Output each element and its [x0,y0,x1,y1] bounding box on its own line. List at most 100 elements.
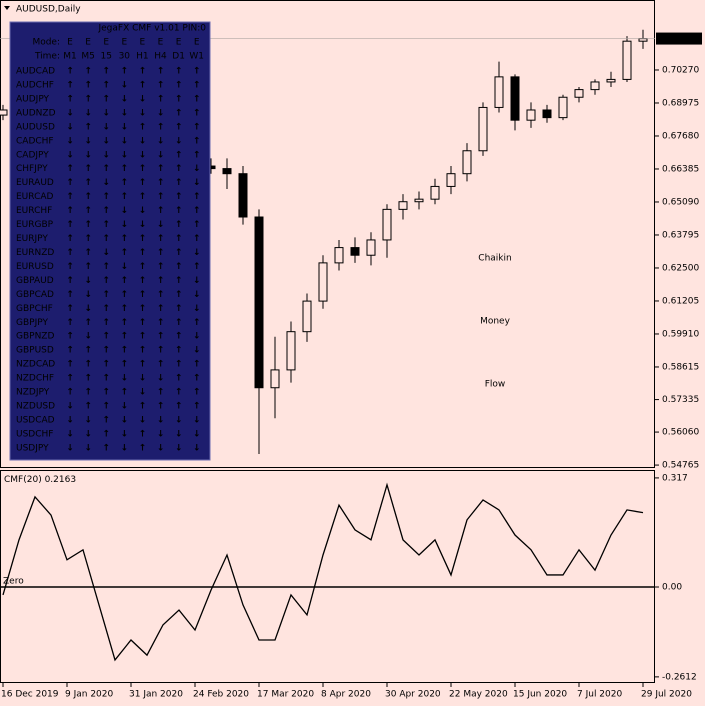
signal-arrow: ↑ [139,304,147,314]
signal-arrow: ↓ [84,332,92,342]
signal-arrow: ↑ [139,262,147,272]
signal-arrow: ↑ [139,318,147,328]
x-tick-label: 24 Feb 2020 [193,690,249,700]
y-tick-label: 0.67680 [662,131,699,141]
candle-body [526,109,536,121]
last-price-box [656,32,702,45]
symbol: CADJPY [16,150,49,160]
signal-arrow: ↓ [84,108,92,118]
symbol: USDCAD [16,416,55,426]
mode-value: E [194,38,200,48]
signal-arrow: ↑ [157,206,165,216]
signal-arrow: ↑ [175,332,183,342]
signal-arrow: ↑ [193,220,201,230]
chart-title: AUDUSD,Daily [16,5,81,15]
signal-arrow: ↑ [139,429,147,439]
signal-arrow: ↓ [121,443,129,453]
signal-arrow: ↑ [157,360,165,370]
timeframe: M5 [81,52,95,62]
candle-body [254,216,264,389]
signal-arrow: ↑ [157,332,165,342]
signal-arrow: ↑ [121,388,129,398]
signal-arrow: ↓ [121,374,129,384]
signal-arrow: ↑ [139,80,147,90]
signal-arrow: ↑ [139,164,147,174]
main-pane-frame [0,0,655,468]
signal-arrow: ↓ [139,374,147,384]
signal-arrow: ↑ [175,318,183,328]
signal-arrow: ↑ [84,206,92,216]
signal-arrow: ↑ [175,304,183,314]
signal-arrow: ↑ [157,388,165,398]
signal-arrow: ↑ [84,234,92,244]
signal-arrow: ↑ [102,220,110,230]
signal-arrow: ↑ [102,429,110,439]
signal-arrow: ↑ [84,192,92,202]
signal-arrow: ↑ [66,206,74,216]
signal-arrow: ↓ [84,429,92,439]
timeframe: H4 [154,52,167,62]
signal-arrow: ↓ [121,416,129,426]
symbol: NZDCHF [16,374,54,384]
dashboard-panel [9,21,211,461]
signal-arrow: ↑ [84,360,92,370]
signal-arrow: ↓ [157,150,165,160]
signal-arrow: ↑ [66,290,74,300]
signal-arrow: ↑ [139,290,147,300]
signal-arrow: ↑ [175,164,183,174]
signal-arrow: ↑ [84,374,92,384]
candle-body [302,300,312,333]
mode-value: E [176,38,182,48]
mode-value: E [140,38,146,48]
annotation: Money [480,317,511,327]
symbol: NZDUSD [16,402,55,412]
signal-arrow: ↑ [66,94,74,104]
signal-arrow: ↑ [102,304,110,314]
signal-arrow: ↑ [139,248,147,258]
signal-arrow: ↑ [66,220,74,230]
signal-arrow: ↑ [66,178,74,188]
signal-arrow: ↓ [193,178,201,188]
signal-arrow: ↑ [157,122,165,132]
timeframe: W1 [189,52,204,62]
signal-arrow: ↑ [157,318,165,328]
mode-value: E [67,38,73,48]
signal-arrow: ↑ [121,164,129,174]
last-price-label: 0.71503 [660,34,697,44]
candle-body [430,185,440,200]
signal-arrow: ↑ [121,318,129,328]
signal-arrow: ↑ [121,360,129,370]
signal-arrow: ↑ [157,192,165,202]
signal-arrow: ↑ [175,374,183,384]
signal-arrow: ↑ [84,248,92,258]
signal-arrow: ↑ [139,192,147,202]
signal-arrow: ↑ [139,332,147,342]
signal-arrow: ↓ [84,304,92,314]
signal-arrow: ↑ [157,304,165,314]
signal-arrow: ↓ [139,108,147,118]
symbol: GBPCHF [16,304,53,314]
symbol: EURCAD [16,192,54,202]
signal-arrow: ↑ [121,192,129,202]
signal-arrow: ↓ [139,136,147,146]
signal-arrow: ↑ [193,136,201,146]
signal-arrow: ↑ [193,150,201,160]
signal-arrow: ↓ [139,150,147,160]
candle-body [238,173,248,218]
candle-body [446,173,456,187]
signal-arrow: ↑ [193,374,201,384]
time-label: Time: [34,52,60,62]
signal-arrow: ↑ [84,388,92,398]
signal-arrow: ↑ [102,332,110,342]
signal-arrow: ↓ [175,136,183,146]
signal-arrow: ↑ [157,276,165,286]
menu-triangle[interactable] [4,6,10,10]
signal-arrow: ↑ [66,360,74,370]
annotation: Flow [485,380,506,390]
x-tick-label: 22 May 2020 [449,690,508,700]
symbol: AUDCHF [16,80,54,90]
symbol: NZDCAD [16,360,55,370]
y-tick-label: 0.63795 [662,230,699,240]
signal-arrow: ↑ [193,234,201,244]
signal-arrow: ↑ [66,192,74,202]
